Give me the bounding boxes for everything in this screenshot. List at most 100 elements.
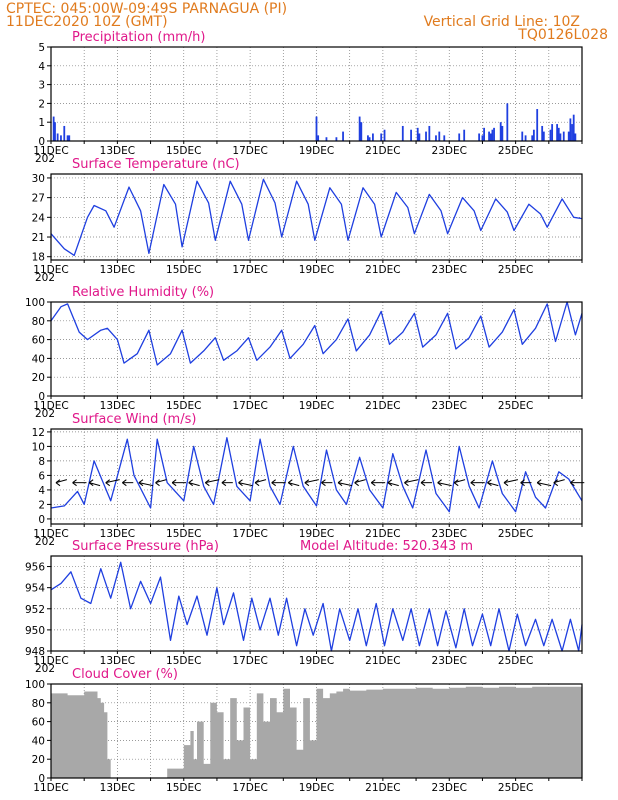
x-tick-label: 11DEC [33,782,68,794]
wind-arrow-head [404,479,409,484]
y-tick-label: 24 [32,212,46,224]
precipitation-bar [66,135,69,141]
wind-arrow-head [271,482,276,487]
y-tick-label: 2 [38,499,45,511]
precipitation-bar [56,133,59,141]
wind-arrow [89,482,101,487]
x-tick-label: 23DEC [432,145,467,157]
y-tick-label: 956 [25,562,45,574]
x-tick-label: 19DEC [299,528,334,540]
x-tick-label: 25DEC [498,528,533,540]
precipitation-bar [372,133,374,141]
wind-arrow [188,482,200,487]
precipitation-bar [551,124,554,141]
precipitation-bar [428,125,431,141]
wind-arrow-head [553,479,559,484]
precipitation-bar [443,135,446,141]
wind-arrow-head [205,479,210,484]
precipitation-bar [410,129,412,141]
precipitation-bar [478,133,481,141]
wind-arrow-head [238,482,243,487]
wind-arrow-head [420,479,426,484]
wind-arrow-head [536,479,542,484]
x-tick-label: 21DEC [365,264,400,276]
precipitation-bar [532,129,535,141]
wind-arrow-head [370,479,376,484]
wind-arrow-head [105,482,111,487]
x-tick-label: 11DEC [33,655,68,667]
x-tick-label: 21DEC [365,528,400,540]
precipitation-bar [506,103,509,141]
precipitation-bar [559,133,562,141]
wind-arrow-head [387,479,393,484]
wind-arrow [105,479,120,484]
wind-arrow-head [287,479,293,484]
precipitation-bar [425,131,427,141]
x-tick-label: 13DEC [100,400,135,412]
wind-arrow-head [155,482,160,487]
wind-arrow-head [171,482,177,487]
x-tick-label: 15DEC [166,655,201,667]
panel-frame [50,555,583,652]
precipitation-bar [574,133,577,141]
header-code: TQ0126L028 [518,27,608,43]
wind-arrow-head [271,479,276,484]
precipitation-bar [367,135,369,141]
x-tick-label: 13DEC [100,782,135,794]
wind-arrow-head [88,479,94,484]
precipitation-bar [536,109,539,141]
wind-arrow-head [122,482,127,487]
panel-frame [50,428,583,525]
wind-arrow [354,479,366,484]
wind-arrow-head [487,479,492,484]
wind-arrow-head [520,479,525,484]
x-tick-label: 19DEC [299,145,334,157]
header-datetime: 11DEC2020 10Z (GMT) [6,14,168,30]
panel-frame [50,301,583,397]
y-tick-label: 60 [32,717,45,729]
x-tick-label: 19DEC [299,400,334,412]
x-tick-label: 23DEC [432,528,467,540]
x-tick-label: 13DEC [100,145,135,157]
precipitation-bar [325,137,328,141]
wind-arrow-head [420,482,426,487]
precipitation-bar [524,135,527,141]
x-tick-label: 23DEC [432,400,467,412]
x-tick-label: 21DEC [365,782,400,794]
panel-title: Precipitation (mm/h) [72,30,205,45]
wind-arrow-head [155,479,160,484]
x-year-label-cut: 202 [35,536,55,548]
precipitation-bar [60,135,62,141]
y-tick-label: 0 [38,514,45,526]
x-tick-label: 15DEC [166,145,201,157]
y-tick-label: 4 [38,61,45,73]
wind-arrow-head [503,479,509,484]
x-tick-label: 15DEC [166,264,201,276]
wind-arrow [254,479,267,484]
x-tick-label: 15DEC [166,400,201,412]
model-altitude-note: Model Altitude: 520.343 m [300,539,473,554]
precipitation-bar [556,124,559,141]
y-tick-label: 10 [32,441,45,453]
wind-arrow-head [520,482,525,487]
precipitation-bar [571,124,573,141]
precipitation-bar [541,125,544,141]
precipitation-bar [63,125,66,141]
series-line [50,437,583,513]
wind-arrow-head [570,482,575,487]
x-tick-label: 19DEC [299,782,334,794]
wind-arrow-head [321,479,326,484]
precipitation-bar [335,137,338,141]
y-tick-label: 21 [32,232,45,244]
wind-arrow-head [470,482,476,487]
precipitation-bar [491,129,494,141]
x-tick-label: 15DEC [166,782,201,794]
precipitation-bar [572,114,575,141]
y-tick-label: 3 [38,80,45,92]
wind-arrow-head [122,479,127,484]
wind-arrow-head [570,479,575,484]
precipitation-bar [54,122,56,141]
x-tick-label: 17DEC [232,655,267,667]
wind-arrow-head [188,479,194,484]
panel-title: Surface Wind (m/s) [72,412,196,427]
